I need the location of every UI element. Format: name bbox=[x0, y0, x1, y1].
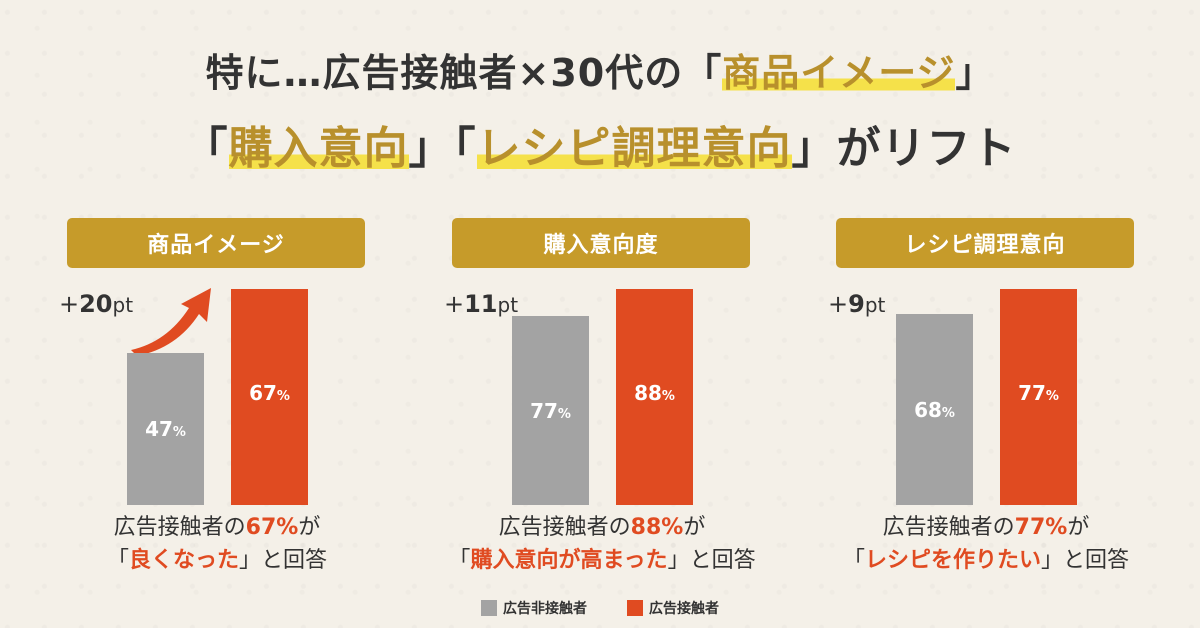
lift-value: 20 bbox=[79, 290, 113, 318]
bar-value-label: 77% bbox=[512, 399, 589, 423]
caption-prefix: 広告接触者の bbox=[113, 515, 246, 540]
chart-title-tag: 商品イメージ bbox=[67, 218, 365, 268]
legend-label-exposed: 広告接触者 bbox=[649, 601, 719, 617]
chart-panel-recipe-intent: レシピ調理意向 +9pt 68% 77% 広告接触者の77%が 「レシピを作りたい」と回答 bbox=[828, 218, 1146, 588]
caption-quote: 購入意向が高まった bbox=[470, 548, 668, 573]
lift-unit: pt bbox=[497, 293, 519, 317]
chart-panel-product-image: 商品イメージ +20pt 47% 67% 広告接触者の67%が 「良くなった」と回答 bbox=[59, 218, 377, 588]
lift-sign: + bbox=[828, 290, 849, 318]
headline-line-2: 「購入意向」「レシピ調理意向」がリフト bbox=[0, 112, 1200, 176]
bar-value: 77 bbox=[530, 398, 558, 423]
legend-swatch-nonexposed bbox=[481, 600, 497, 616]
bar-nonexposed: 68% bbox=[896, 314, 973, 505]
lift-label: +20pt bbox=[59, 290, 133, 318]
lift-sign: + bbox=[444, 290, 465, 318]
bar-value: 67 bbox=[249, 381, 277, 405]
caption-quote: レシピを作りたい bbox=[864, 548, 1041, 573]
caption-percent: 88% bbox=[630, 515, 684, 540]
caption-percent: 77% bbox=[1014, 515, 1068, 540]
caption-line-1: 広告接触者の77%が bbox=[816, 511, 1156, 544]
bar-value: 47 bbox=[145, 417, 173, 442]
bar-value-unit: % bbox=[172, 425, 186, 441]
bar-exposed: 88% bbox=[616, 289, 693, 505]
bar-exposed: 67% bbox=[231, 289, 308, 505]
headline-line-2-suffix: 」がリフト bbox=[791, 123, 1017, 174]
chart-caption: 広告接触者の67%が 「良くなった」と回答 bbox=[47, 511, 387, 577]
headline-line-1-suffix: 」 bbox=[955, 51, 995, 95]
bar-value-unit: % bbox=[1045, 389, 1059, 404]
caption-open: 「 bbox=[448, 548, 471, 573]
bar-value-label: 77% bbox=[1000, 381, 1077, 405]
caption-quote: 良くなった bbox=[128, 548, 239, 573]
caption-line-2: 「良くなった」と回答 bbox=[47, 544, 387, 577]
bar-nonexposed: 77% bbox=[512, 316, 589, 505]
bar-value-label: 68% bbox=[896, 398, 973, 422]
caption-close: 」と回答 bbox=[1041, 548, 1130, 573]
caption-line-2: 「購入意向が高まった」と回答 bbox=[432, 544, 772, 577]
lift-label: +9pt bbox=[828, 290, 885, 318]
caption-prefix: 広告接触者の bbox=[882, 515, 1015, 540]
caption-mid: が bbox=[298, 515, 321, 540]
bar-value-label: 67% bbox=[231, 381, 308, 405]
headline-line-1-prefix: 特に…広告接触者×30代の「 bbox=[205, 51, 723, 95]
lift-label: +11pt bbox=[444, 290, 518, 318]
headline-line-2-mid: 」「 bbox=[408, 123, 477, 174]
caption-percent: 67% bbox=[245, 515, 299, 540]
bar-value-unit: % bbox=[941, 405, 955, 421]
bar-value: 88 bbox=[634, 381, 662, 405]
headline-line-2-open: 「 bbox=[183, 123, 229, 174]
caption-open: 「 bbox=[106, 548, 129, 573]
caption-prefix: 広告接触者の bbox=[498, 515, 631, 540]
chart-panel-purchase-intent: 購入意向度 +11pt 77% 88% 広告接触者の88%が 「購入意向が高まった」と回答 bbox=[444, 218, 762, 588]
headline-accent-recipe-intent: レシピ調理意向 bbox=[476, 123, 792, 174]
chart-title-tag: 購入意向度 bbox=[452, 218, 750, 268]
bar-value-label: 47% bbox=[127, 417, 204, 441]
chart-caption: 広告接触者の88%が 「購入意向が高まった」と回答 bbox=[432, 511, 772, 577]
bar-value-unit: % bbox=[661, 389, 675, 404]
caption-line-1: 広告接触者の88%が bbox=[432, 511, 772, 544]
legend-swatch-exposed bbox=[627, 600, 643, 616]
curved-up-arrow-icon bbox=[131, 288, 211, 356]
caption-line-1: 広告接触者の67%が bbox=[47, 511, 387, 544]
legend-label-nonexposed: 広告非接触者 bbox=[503, 601, 587, 617]
legend-item-exposed: 広告接触者 bbox=[627, 598, 719, 618]
bar-exposed: 77% bbox=[1000, 289, 1077, 505]
legend: 広告非接触者 広告接触者 bbox=[0, 598, 1200, 618]
caption-close: 」と回答 bbox=[239, 548, 328, 573]
headline-accent-purchase-intent: 購入意向 bbox=[228, 123, 409, 174]
caption-mid: が bbox=[683, 515, 706, 540]
headline-line-1: 特に…広告接触者×30代の「商品イメージ」 bbox=[0, 42, 1200, 97]
headline-accent-product-image: 商品イメージ bbox=[722, 51, 956, 95]
caption-close: 」と回答 bbox=[667, 548, 756, 573]
bar-value-unit: % bbox=[557, 406, 571, 422]
caption-line-2: 「レシピを作りたい」と回答 bbox=[816, 544, 1156, 577]
lift-value: 9 bbox=[848, 290, 865, 318]
bar-value-label: 88% bbox=[616, 381, 693, 405]
legend-item-nonexposed: 広告非接触者 bbox=[481, 598, 587, 618]
bar-value-unit: % bbox=[276, 389, 290, 404]
chart-title-tag: レシピ調理意向 bbox=[836, 218, 1134, 268]
lift-unit: pt bbox=[112, 293, 134, 317]
lift-unit: pt bbox=[864, 293, 886, 317]
bar-value: 77 bbox=[1018, 381, 1046, 405]
caption-open: 「 bbox=[842, 548, 865, 573]
lift-sign: + bbox=[59, 290, 80, 318]
caption-mid: が bbox=[1067, 515, 1090, 540]
chart-caption: 広告接触者の77%が 「レシピを作りたい」と回答 bbox=[816, 511, 1156, 577]
lift-value: 11 bbox=[464, 290, 498, 318]
bar-value: 68 bbox=[914, 397, 942, 422]
bar-nonexposed: 47% bbox=[127, 353, 204, 505]
